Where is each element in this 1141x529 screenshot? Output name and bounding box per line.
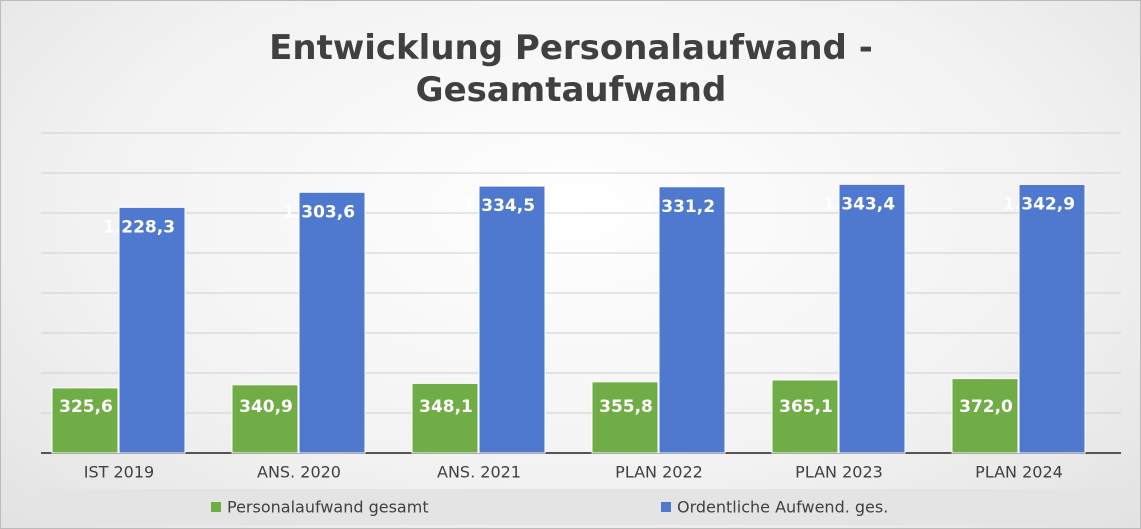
bar [591, 381, 659, 454]
legend-swatch [661, 502, 671, 512]
x-tick-label: PLAN 2022 [615, 463, 703, 482]
legend-label: Ordentliche Aufwend. ges. [677, 498, 888, 517]
legend-label: Personalaufwand gesamt [227, 498, 429, 517]
data-label: 1.228,3 [103, 217, 175, 237]
bar [478, 185, 546, 454]
bar [771, 379, 839, 454]
legend-box [41, 489, 1121, 525]
data-label: 372,0 [959, 397, 1013, 417]
bar [658, 186, 726, 454]
data-label: 1.334,5 [463, 196, 535, 216]
chart-title: Entwicklung Personalaufwand - Gesamtaufw… [269, 28, 873, 110]
x-tick-label: IST 2019 [84, 463, 154, 482]
bar [118, 206, 186, 454]
bar [231, 384, 299, 454]
x-tick-label: PLAN 2024 [975, 463, 1063, 482]
x-tick-label: ANS. 2021 [437, 463, 521, 482]
data-label: 365,1 [779, 397, 833, 417]
data-label: 355,8 [599, 397, 653, 417]
data-label: 325,6 [59, 397, 113, 417]
data-label: 348,1 [419, 397, 473, 417]
bar [1018, 183, 1086, 454]
bar [838, 183, 906, 454]
data-label: 1.303,6 [283, 202, 355, 222]
legend-swatch [211, 502, 221, 512]
x-tick-label: PLAN 2023 [795, 463, 883, 482]
bar [951, 378, 1019, 454]
bar [51, 387, 119, 454]
bar [411, 382, 479, 454]
data-label: 1.342,9 [1003, 194, 1075, 214]
data-label: 1.343,4 [823, 194, 895, 214]
data-label: 1.331,2 [643, 197, 715, 217]
bar [298, 191, 366, 454]
data-label: 340,9 [239, 397, 293, 417]
x-tick-label: ANS. 2020 [257, 463, 341, 482]
